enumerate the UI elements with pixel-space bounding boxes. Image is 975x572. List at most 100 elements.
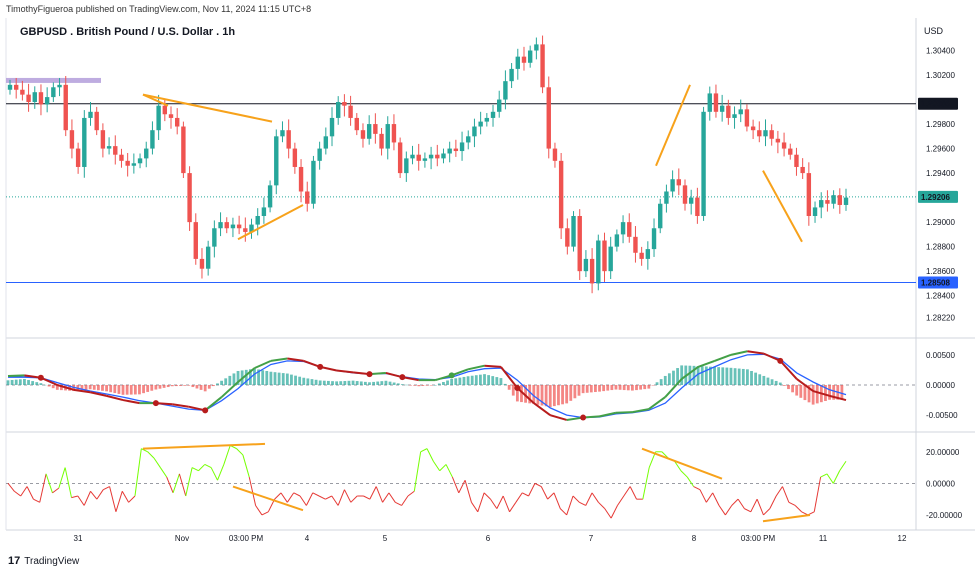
macd-histogram-bar [676, 368, 679, 385]
candle-body [490, 111, 496, 118]
osc-line-segment [775, 486, 783, 497]
macd-histogram-bar [220, 380, 224, 385]
osc-line-segment [522, 492, 529, 497]
candle-body [521, 56, 527, 63]
price-label: 1.28508 [921, 278, 950, 287]
candle-body [645, 249, 651, 259]
osc-line-segment [305, 492, 314, 506]
macd-histogram-bar [602, 385, 606, 392]
macd-histogram-bar [396, 383, 400, 385]
candle-body [620, 222, 626, 235]
macd-histogram-bar [261, 370, 265, 385]
osc-line-segment [464, 480, 472, 503]
macd-histogram-bar [228, 375, 232, 385]
macd-histogram-bar [433, 385, 437, 386]
time-axis-label: Nov [175, 534, 189, 543]
macd-histogram-bar [618, 385, 622, 390]
macd-line-segment [779, 360, 798, 380]
macd-histogram-bar [55, 385, 59, 390]
osc-line-segment [731, 498, 739, 506]
candle-body [497, 99, 502, 112]
candle-body [602, 240, 607, 272]
candle-body [75, 148, 81, 167]
candle-body [193, 222, 198, 259]
macd-histogram-bar [713, 366, 716, 385]
macd-histogram-bar [150, 385, 154, 391]
symbol-title[interactable]: GBPUSD . British Pound / U.S. Dollar . 1… [20, 26, 236, 38]
macd-line-segment [172, 403, 189, 408]
tradingview-logo-text: TradingView [24, 555, 80, 567]
macd-histogram-bar [483, 374, 486, 385]
macd-histogram-bar [142, 385, 145, 394]
candle-body [113, 146, 118, 155]
candle-body [614, 234, 620, 247]
candle-body [627, 222, 632, 237]
candle-body [292, 148, 298, 167]
macd-line-segment [730, 350, 748, 356]
osc-line-segment [813, 476, 822, 512]
macd-histogram-bar [704, 366, 708, 385]
time-axis-label: 03:00 PM [741, 534, 776, 543]
macd-histogram-bar [146, 385, 150, 392]
time-axis-label: 5 [383, 534, 388, 543]
macd-histogram-bar [569, 385, 573, 401]
macd-line-segment [106, 394, 124, 402]
macd-histogram-bar [680, 365, 684, 385]
candle-body [589, 258, 595, 284]
macd-histogram-bar [470, 375, 474, 385]
macd-line-segment [664, 378, 683, 398]
macd-histogram-bar [828, 385, 831, 400]
currency-label[interactable]: USD [924, 26, 944, 36]
macd-histogram-bar [770, 379, 774, 385]
candle-body [695, 197, 700, 216]
osc-line-segment [153, 457, 161, 468]
macd-histogram-bar [532, 385, 536, 404]
candle-body [51, 87, 56, 98]
macd-histogram-bar [35, 382, 39, 385]
axes: 1.30400 1.30200 1.29800 1.29600 1.29400 1.290… [74, 47, 963, 543]
macd-histogram-bar [491, 376, 495, 385]
osc-line-segment [401, 495, 409, 506]
macd-histogram-bar [277, 372, 281, 385]
macd-histogram-bar [117, 385, 121, 394]
macd-histogram-bar [191, 385, 195, 388]
candle-body [100, 130, 106, 149]
osc-line-segment [128, 495, 136, 503]
osc-line-segment [483, 492, 491, 500]
candle-body [69, 130, 75, 149]
macd-histogram-bar [343, 381, 347, 385]
osc-line-segment [540, 486, 549, 500]
osc-line-segment [420, 448, 428, 453]
macd-histogram-bar [47, 385, 51, 387]
macd-histogram-bar [791, 385, 794, 393]
osc-line-segment [223, 445, 231, 465]
candle-body [676, 179, 681, 186]
macd-histogram-bar [442, 381, 445, 385]
macd-histogram-bar [158, 385, 162, 389]
candle-body [484, 117, 490, 122]
macd-histogram-bar [692, 365, 696, 385]
candle-body [230, 224, 236, 229]
macd-histogram-bar [92, 385, 96, 390]
candle-body [552, 148, 558, 161]
macd-histogram-bar [737, 368, 741, 385]
macd-histogram-bar [594, 385, 597, 393]
macd-histogram-bar [121, 385, 125, 395]
macd-histogram-bar [27, 380, 30, 385]
macd-histogram-bar [236, 370, 240, 385]
macd-histogram-bar [598, 385, 601, 392]
price-label: 1.29206 [921, 193, 950, 202]
osc-line-segment [115, 491, 123, 512]
price-tick-label: 1.29400 [926, 169, 955, 178]
osc-line-segment [502, 495, 510, 512]
macd-histogram-bar [799, 385, 803, 398]
candle-body [317, 148, 322, 161]
macd-cross-dot [152, 400, 159, 407]
candle-body [181, 126, 186, 174]
tradingview-logo[interactable]: 17 TradingView [8, 555, 79, 567]
osc-line-segment [248, 476, 257, 506]
price-tick-label: 1.29600 [926, 145, 955, 154]
macd-line-segment [681, 366, 699, 380]
macd-histogram-bar [577, 385, 581, 396]
